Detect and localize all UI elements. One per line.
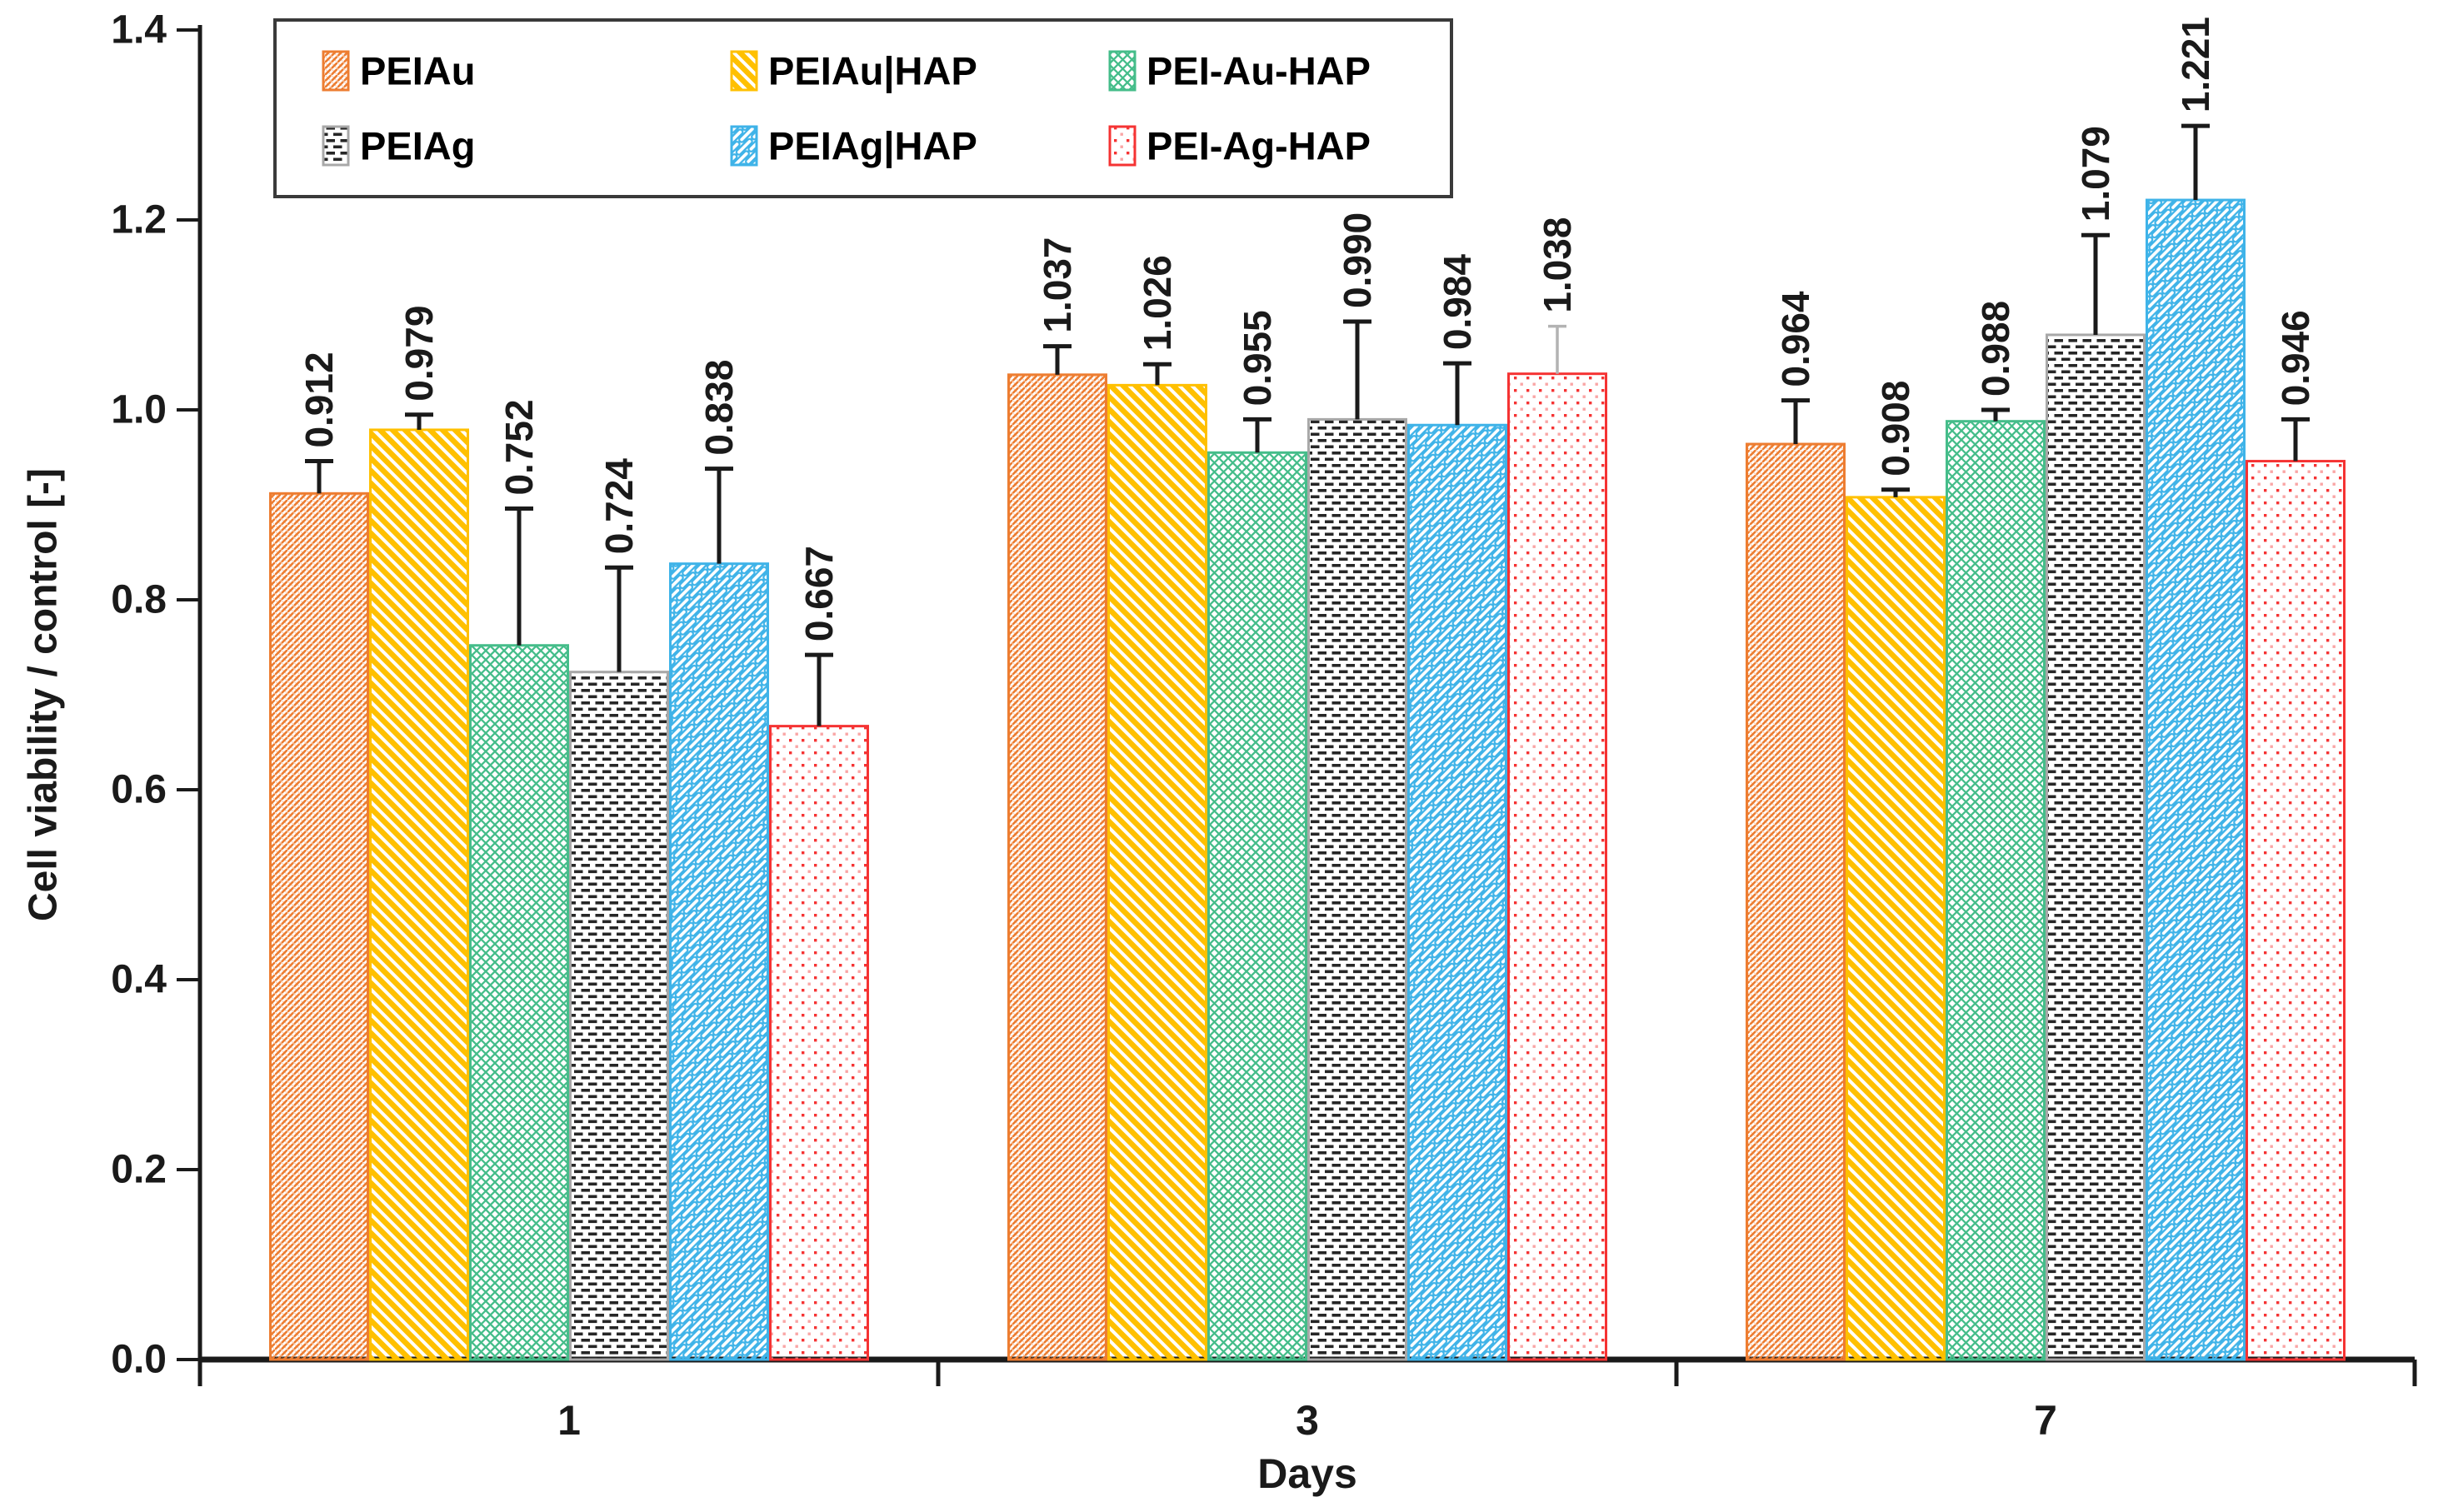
bar-PEIAu-day7 bbox=[1746, 442, 1846, 1361]
bar-PEIAg|HAP-day7 bbox=[2146, 198, 2246, 1361]
y-tick-label-0.2: 0.2 bbox=[111, 1148, 167, 1192]
value-label-PEIAu-day1: 0.912 bbox=[297, 352, 341, 447]
legend-label-PEI-Au-HAP: PEI-Au-HAP bbox=[1147, 49, 1371, 93]
value-label-PEIAg-day1: 0.724 bbox=[597, 458, 641, 555]
legend-swatch-PEIAu bbox=[322, 50, 350, 92]
x-category-label-1: 1 bbox=[557, 1397, 581, 1444]
value-label-PEI-Au-HAP-day1: 0.752 bbox=[497, 399, 541, 495]
bar-PEIAg|HAP-day1 bbox=[669, 562, 769, 1361]
value-label-PEI-Ag-HAP-day1: 0.667 bbox=[797, 546, 841, 641]
legend-label-PEIAg: PEIAg bbox=[360, 124, 475, 168]
bar-PEIAu|HAP-day3 bbox=[1107, 383, 1207, 1361]
bar-PEI-Ag-HAP-day3 bbox=[1507, 372, 1607, 1361]
legend: PEIAu PEIAu|HAP PEI-Au-HAP PEIAg PEIAg|HAP PE… bbox=[273, 18, 1453, 198]
legend-swatch-PEIAg bbox=[322, 125, 350, 167]
legend-swatch-PEIAu|HAP bbox=[730, 50, 758, 92]
y-tick-label-1.4: 1.4 bbox=[111, 8, 167, 52]
y-tick-label-0.4: 0.4 bbox=[111, 958, 167, 1002]
bar-PEIAg-day1 bbox=[569, 671, 669, 1361]
value-label-PEIAu|HAP-day3: 1.026 bbox=[1136, 255, 1179, 351]
bar-PEI-Au-HAP-day1 bbox=[469, 644, 569, 1361]
value-label-PEIAu|HAP-day1: 0.979 bbox=[397, 306, 441, 402]
bar-PEI-Au-HAP-day3 bbox=[1207, 451, 1307, 1361]
bar-PEIAu-day1 bbox=[269, 492, 369, 1361]
value-label-PEI-Au-HAP-day3: 0.955 bbox=[1236, 310, 1279, 406]
legend-label-PEI-Ag-HAP: PEI-Ag-HAP bbox=[1147, 124, 1371, 168]
x-category-label-3: 3 bbox=[1296, 1397, 1319, 1444]
legend-swatch-PEI-Au-HAP bbox=[1108, 50, 1137, 92]
value-label-PEIAu-day7: 0.964 bbox=[1774, 291, 1817, 387]
y-tick-label-0.0: 0.0 bbox=[111, 1338, 167, 1382]
value-label-PEIAg|HAP-day1: 0.838 bbox=[697, 360, 741, 456]
bar-PEI-Ag-HAP-day1 bbox=[769, 725, 869, 1361]
x-axis-title: Days bbox=[1257, 1450, 1357, 1497]
y-tick-label-0.6: 0.6 bbox=[111, 768, 167, 812]
y-tick-label-1.2: 1.2 bbox=[111, 198, 167, 242]
bar-PEIAu|HAP-day7 bbox=[1846, 496, 1946, 1361]
value-label-PEIAu|HAP-day7: 0.908 bbox=[1874, 381, 1917, 477]
y-tick-label-1.0: 1.0 bbox=[111, 388, 167, 432]
bar-PEIAu|HAP-day1 bbox=[369, 428, 469, 1361]
bar-PEI-Ag-HAP-day7 bbox=[2246, 460, 2346, 1361]
legend-label-PEIAu|HAP: PEIAu|HAP bbox=[768, 49, 977, 93]
bar-PEI-Au-HAP-day7 bbox=[1946, 420, 2046, 1361]
value-label-PEI-Au-HAP-day7: 0.988 bbox=[1974, 301, 2017, 397]
value-label-PEIAu-day3: 1.037 bbox=[1036, 237, 1079, 332]
legend-box bbox=[273, 18, 1453, 198]
value-label-PEI-Ag-HAP-day7: 0.946 bbox=[2274, 310, 2317, 406]
y-tick-label-0.8: 0.8 bbox=[111, 578, 167, 622]
bar-PEIAg-day7 bbox=[2046, 333, 2146, 1361]
value-label-PEIAg-day3: 0.990 bbox=[1336, 212, 1379, 308]
value-label-PEI-Ag-HAP-day3: 1.038 bbox=[1536, 217, 1579, 313]
legend-label-PEIAu: PEIAu bbox=[360, 49, 475, 93]
legend-swatch-PEI-Ag-HAP bbox=[1108, 125, 1137, 167]
value-label-PEIAg|HAP-day7: 1.221 bbox=[2174, 17, 2217, 112]
bar-PEIAg|HAP-day3 bbox=[1407, 423, 1507, 1361]
bar-PEIAg-day3 bbox=[1307, 417, 1407, 1361]
bar-PEIAu-day3 bbox=[1007, 373, 1107, 1361]
value-label-PEIAg|HAP-day3: 0.984 bbox=[1436, 254, 1479, 351]
value-label-PEIAg-day7: 1.079 bbox=[2074, 126, 2117, 222]
legend-swatch-PEIAg|HAP bbox=[730, 125, 758, 167]
x-category-label-7: 7 bbox=[2034, 1397, 2057, 1444]
y-axis-title: Cell viability / control [-] bbox=[22, 468, 66, 921]
legend-label-PEIAg|HAP: PEIAg|HAP bbox=[768, 124, 977, 168]
